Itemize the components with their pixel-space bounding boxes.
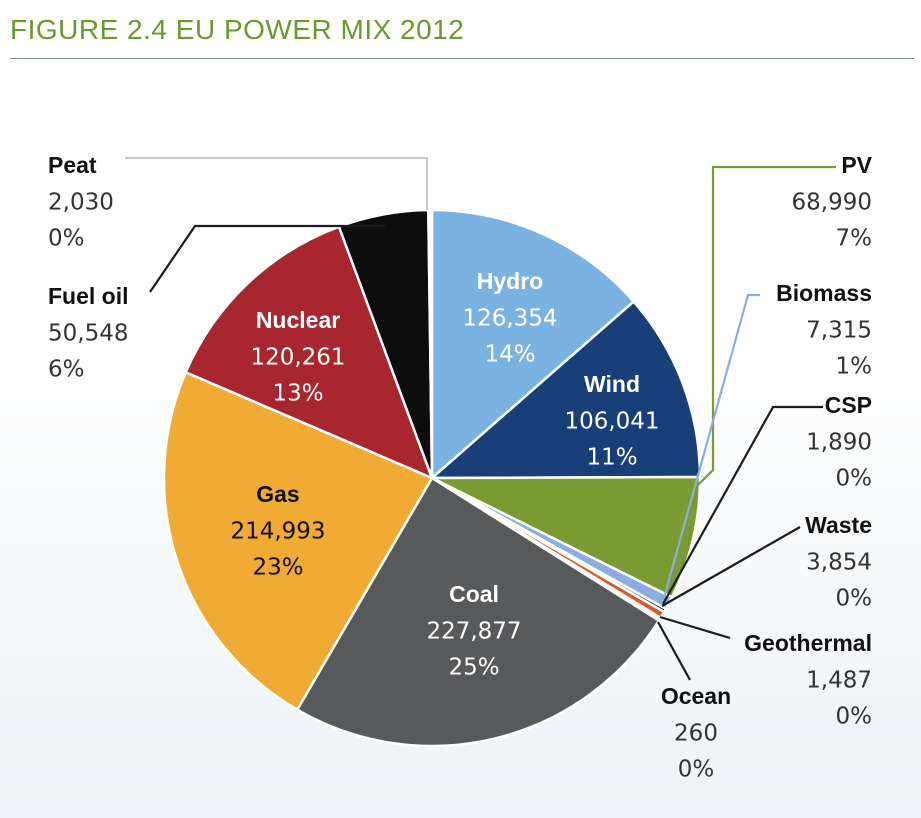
slice-label-value-ocean: 260 <box>674 721 718 747</box>
slice-label-pct-peat: 0% <box>48 226 85 252</box>
slice-label-value-coal: 227,877 <box>426 619 521 645</box>
leader-line-peat <box>125 156 429 210</box>
slice-label-pct-pv: 7% <box>836 226 873 252</box>
pie-slice-wind <box>430 300 702 480</box>
slice-label-value-wind: 106,041 <box>564 409 659 435</box>
slice-label-name-nuclear: Nuclear <box>256 307 340 333</box>
leader-line-fuel-oil <box>149 224 385 293</box>
slice-label-pct-csp: 0% <box>836 466 873 492</box>
slice-label-pct-nuclear: 13% <box>272 381 323 407</box>
slice-label-pct-ocean: 0% <box>678 757 715 783</box>
slice-label-pct-wind: 11% <box>586 445 637 471</box>
slice-label-value-nuclear: 120,261 <box>250 345 345 371</box>
slice-label-name-geothermal: Geothermal <box>744 630 872 656</box>
slice-label-name-pv: PV <box>841 152 872 178</box>
slice-label-pct-geothermal: 0% <box>836 704 873 730</box>
leader-line-biomass <box>662 293 760 599</box>
slice-label-value-hydro: 126,354 <box>462 306 557 332</box>
slice-label-name-ocean: Ocean <box>661 683 731 709</box>
pie-slice-gas <box>162 371 434 711</box>
pie-slice-peat <box>427 208 434 480</box>
slice-label-name-waste: Waste <box>805 512 872 538</box>
slice-label-pct-waste: 0% <box>836 586 873 612</box>
slice-label-pct-hydro: 14% <box>484 342 535 368</box>
pie-slice-hydro <box>430 208 635 480</box>
leader-line-pv <box>697 165 836 486</box>
slice-label-name-csp: CSP <box>825 392 872 418</box>
slice-label-name-wind: Wind <box>584 371 640 397</box>
slice-label-value-fuel-oil: 50,548 <box>48 321 128 347</box>
slice-label-name-gas: Gas <box>256 481 299 507</box>
slice-label-value-pv: 68,990 <box>792 190 872 216</box>
slice-label-name-biomass: Biomass <box>776 280 872 306</box>
pie-slice-nuclear <box>184 225 434 480</box>
slice-label-value-geothermal: 1,487 <box>806 668 872 694</box>
slice-label-value-biomass: 7,315 <box>806 318 872 344</box>
leader-line-csp <box>662 405 823 605</box>
slice-label-name-hydro: Hydro <box>477 268 543 294</box>
leader-line-geothermal <box>659 615 731 640</box>
slice-label-value-csp: 1,890 <box>806 430 872 456</box>
figure-title: FIGURE 2.4 EU POWER MIX 2012 <box>10 14 465 45</box>
slice-label-pct-fuel-oil: 6% <box>48 357 85 383</box>
slice-label-name-coal: Coal <box>449 581 499 607</box>
slice-label-value-gas: 214,993 <box>230 519 325 545</box>
slice-label-pct-biomass: 1% <box>836 354 873 380</box>
slice-label-name-peat: Peat <box>48 152 97 178</box>
slice-label-name-fuel-oil: Fuel oil <box>48 283 129 309</box>
title-divider <box>10 58 914 59</box>
slice-label-pct-coal: 25% <box>448 655 499 681</box>
slice-label-value-waste: 3,854 <box>806 550 872 576</box>
slice-label-pct-gas: 23% <box>252 555 303 581</box>
slice-label-value-peat: 2,030 <box>48 190 114 216</box>
pie-slice-pv <box>430 475 702 599</box>
leader-line-ocean <box>657 621 691 681</box>
leader-line-waste <box>661 526 801 607</box>
pie-slice-coal <box>296 476 661 748</box>
